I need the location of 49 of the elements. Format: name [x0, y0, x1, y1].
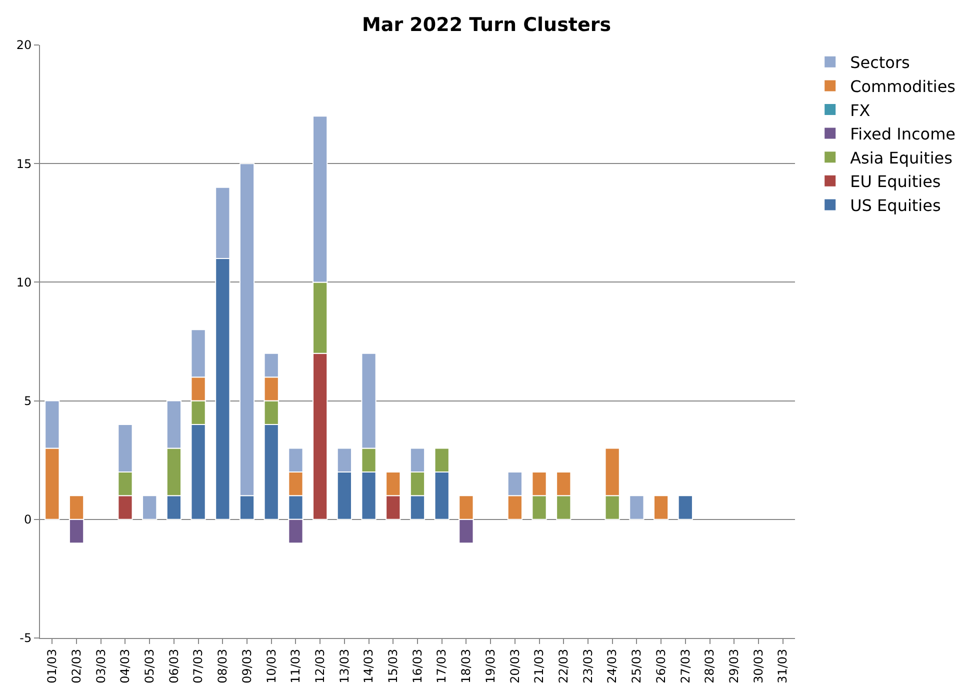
x-tick-label: 02/03	[69, 648, 84, 684]
x-tick-label: 06/03	[166, 648, 181, 684]
x-tick-label: 05/03	[142, 648, 156, 684]
x-tick-label: 18/03	[459, 648, 474, 684]
legend-label: Sectors	[850, 53, 910, 72]
x-tick-label: 08/03	[216, 648, 230, 684]
legend-label: Asia Equities	[850, 148, 952, 168]
x-tick-label: 01/03	[45, 648, 60, 684]
x-tick-label: 15/03	[386, 648, 400, 684]
bar	[629, 495, 644, 520]
x-tick-label: 24/03	[605, 648, 620, 684]
y-tick-label: 5	[24, 394, 32, 408]
x-tick-label: 28/03	[702, 648, 717, 684]
x-tick-label: 04/03	[118, 648, 132, 684]
x-tick-label: 17/03	[434, 648, 449, 684]
chart-title: Mar 2022 Turn Clusters	[362, 14, 612, 36]
bar	[142, 495, 158, 520]
x-tick-label: 19/03	[483, 648, 498, 684]
legend-label: US Equities	[850, 196, 941, 215]
x-tick-label: 03/03	[94, 648, 108, 684]
x-tick-label: 27/03	[678, 648, 692, 684]
x-tick-label: 26/03	[654, 648, 668, 684]
x-tick-label: 13/03	[337, 648, 352, 684]
x-tick-label: 22/03	[556, 648, 571, 684]
x-tick-label: 09/03	[240, 648, 254, 684]
y-tick-label: 0	[24, 512, 32, 527]
y-tick-label: -5	[20, 631, 32, 646]
legend-label: FX	[850, 100, 870, 120]
legend-label: Commodities	[850, 76, 956, 96]
x-tick-label: 14/03	[362, 648, 376, 684]
legend-label: EU Equities	[850, 172, 941, 192]
x-tick-label: 10/03	[264, 648, 278, 684]
x-tick-label: 21/03	[532, 648, 546, 684]
x-tick-label: 25/03	[630, 648, 644, 684]
bar	[653, 495, 669, 520]
y-tick-label: 10	[16, 275, 32, 290]
x-tick-label: 29/03	[727, 648, 742, 684]
y-tick-label: 20	[16, 38, 32, 52]
bar	[678, 495, 693, 520]
y-tick-label: 15	[16, 156, 32, 171]
x-tick-label: 23/03	[580, 648, 595, 684]
x-tick-label: 16/03	[410, 648, 424, 684]
legend-label: Fixed Income	[850, 124, 956, 144]
x-tick-label: 20/03	[508, 648, 522, 684]
x-tick-label: 31/03	[776, 648, 790, 684]
x-tick-label: 30/03	[751, 648, 766, 684]
x-tick-label: 11/03	[288, 648, 303, 684]
x-tick-label: 07/03	[191, 648, 206, 684]
x-tick-label: 12/03	[312, 648, 327, 684]
